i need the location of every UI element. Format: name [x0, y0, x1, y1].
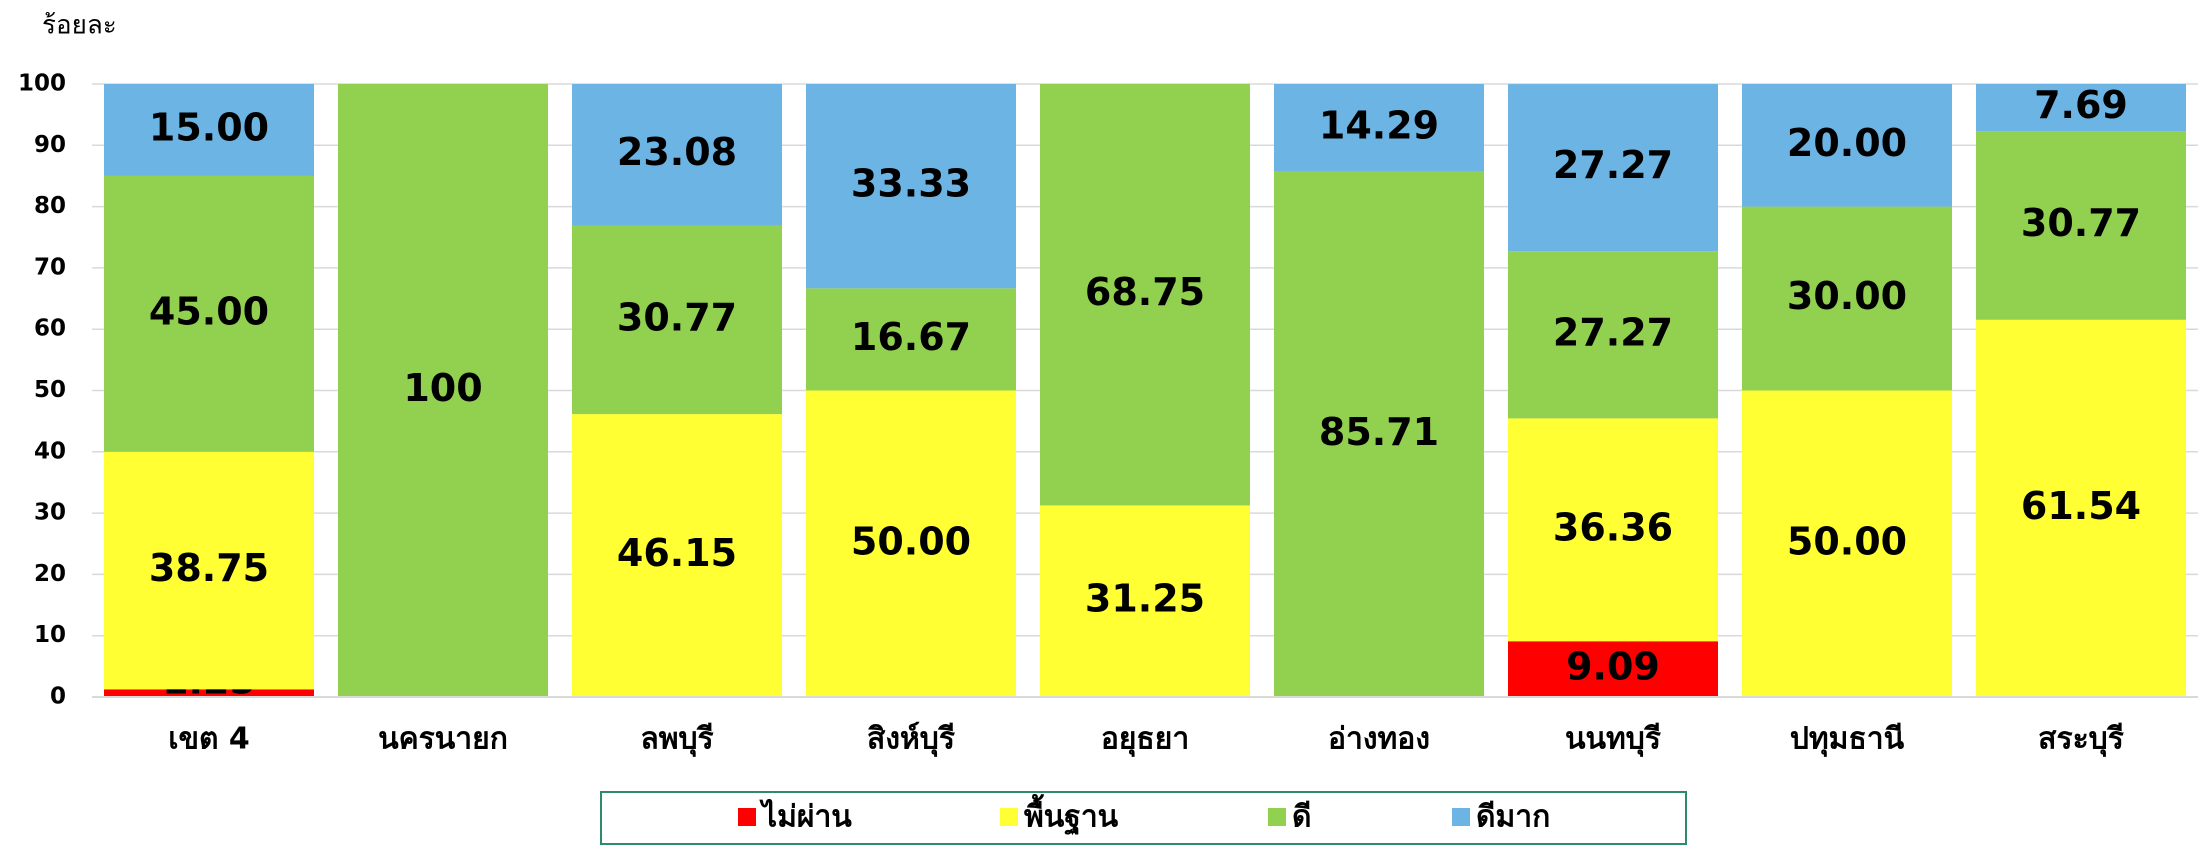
bar-segment [572, 414, 782, 697]
y-tick-label: 60 [34, 316, 66, 342]
x-tick-label: อยุธยา [1101, 722, 1189, 758]
bar-segment [104, 84, 314, 176]
bar-segment [1508, 641, 1718, 697]
x-tick-label: สิงห์บุรี [867, 722, 955, 758]
bar-segment [806, 288, 1016, 391]
legend-label: พื้นฐาน [1024, 794, 1119, 837]
y-tick-label: 20 [34, 561, 66, 587]
data-label: 27.27 [1553, 143, 1673, 187]
bar-segment [1976, 131, 2186, 320]
bar-segment [806, 84, 1016, 289]
data-label: 68.75 [1085, 270, 1205, 314]
bar-segment [572, 225, 782, 415]
x-tick-label: นนทบุรี [1565, 722, 1661, 758]
x-tick-label: ลพบุรี [640, 722, 713, 758]
data-label: 15.00 [149, 105, 269, 149]
data-label: 27.27 [1553, 310, 1673, 354]
data-label: 46.15 [617, 531, 737, 575]
bar-segment [806, 390, 1016, 697]
y-tick-label: 0 [50, 684, 66, 710]
bar-segment [1274, 171, 1484, 697]
bar-segment [104, 451, 314, 690]
x-tick-label: เขต 4 [168, 722, 250, 757]
bar-segment [338, 84, 548, 697]
data-label: 38.75 [149, 546, 269, 590]
y-tick-label: 70 [34, 254, 66, 280]
data-label: 61.54 [2021, 484, 2141, 528]
x-tick-label: นครนายก [378, 722, 508, 757]
y-tick-label: 30 [34, 500, 66, 526]
bar-segment [1976, 319, 2186, 697]
bar-segment [1508, 418, 1718, 642]
data-label: 85.71 [1319, 410, 1439, 454]
data-label: 100 [403, 366, 482, 410]
y-tick-label: 90 [34, 132, 66, 158]
data-label: 30.77 [617, 295, 737, 339]
legend-label: ดีมาก [1476, 800, 1550, 835]
data-label: 14.29 [1319, 103, 1439, 147]
legend-label: ดี [1292, 800, 1311, 835]
y-tick-label: 100 [18, 71, 66, 97]
data-label: 7.69 [2034, 83, 2128, 127]
y-axis-label: ร้อยละ [42, 11, 117, 41]
bar-segment [1742, 390, 1952, 697]
y-tick-label: 80 [34, 193, 66, 219]
data-label: 50.00 [851, 519, 971, 563]
data-label: 20.00 [1787, 121, 1907, 165]
data-label: 30.77 [2021, 201, 2141, 245]
data-label: 31.25 [1085, 577, 1205, 621]
x-tick-label: อ่างทอง [1328, 722, 1430, 757]
data-label: 9.09 [1566, 645, 1660, 689]
legend-swatch [1000, 808, 1018, 826]
data-label: 16.67 [851, 315, 971, 359]
legend-box [600, 791, 1687, 845]
legend-swatch [1452, 808, 1470, 826]
data-label: 23.08 [617, 130, 737, 174]
y-tick-label: 10 [34, 622, 66, 648]
legend-label: ไม่ผ่าน [759, 799, 852, 835]
bar-segment [104, 175, 314, 452]
x-tick-label: ปทุมธานี [1790, 722, 1905, 758]
bar-segment [1040, 84, 1250, 506]
bar-segment [1274, 84, 1484, 172]
bar-segment [572, 84, 782, 226]
data-label: 50.00 [1787, 519, 1907, 563]
bar-segment [1508, 84, 1718, 252]
legend-swatch [738, 808, 756, 826]
bar-segment [1508, 251, 1718, 419]
legend-swatch [1268, 808, 1286, 826]
data-label: 33.33 [851, 162, 971, 206]
data-label: 36.36 [1553, 505, 1673, 549]
data-label: 30.00 [1787, 274, 1907, 318]
y-tick-label: 50 [34, 377, 66, 403]
bar-segment [1040, 505, 1250, 697]
bar-segment [1742, 206, 1952, 391]
bar-segment [1976, 84, 2186, 132]
x-tick-label: สระบุรี [2038, 722, 2124, 758]
bar-segment [1742, 84, 1952, 207]
y-tick-label: 40 [34, 438, 66, 464]
data-label: 45.00 [149, 289, 269, 333]
bar-segment [104, 689, 314, 697]
